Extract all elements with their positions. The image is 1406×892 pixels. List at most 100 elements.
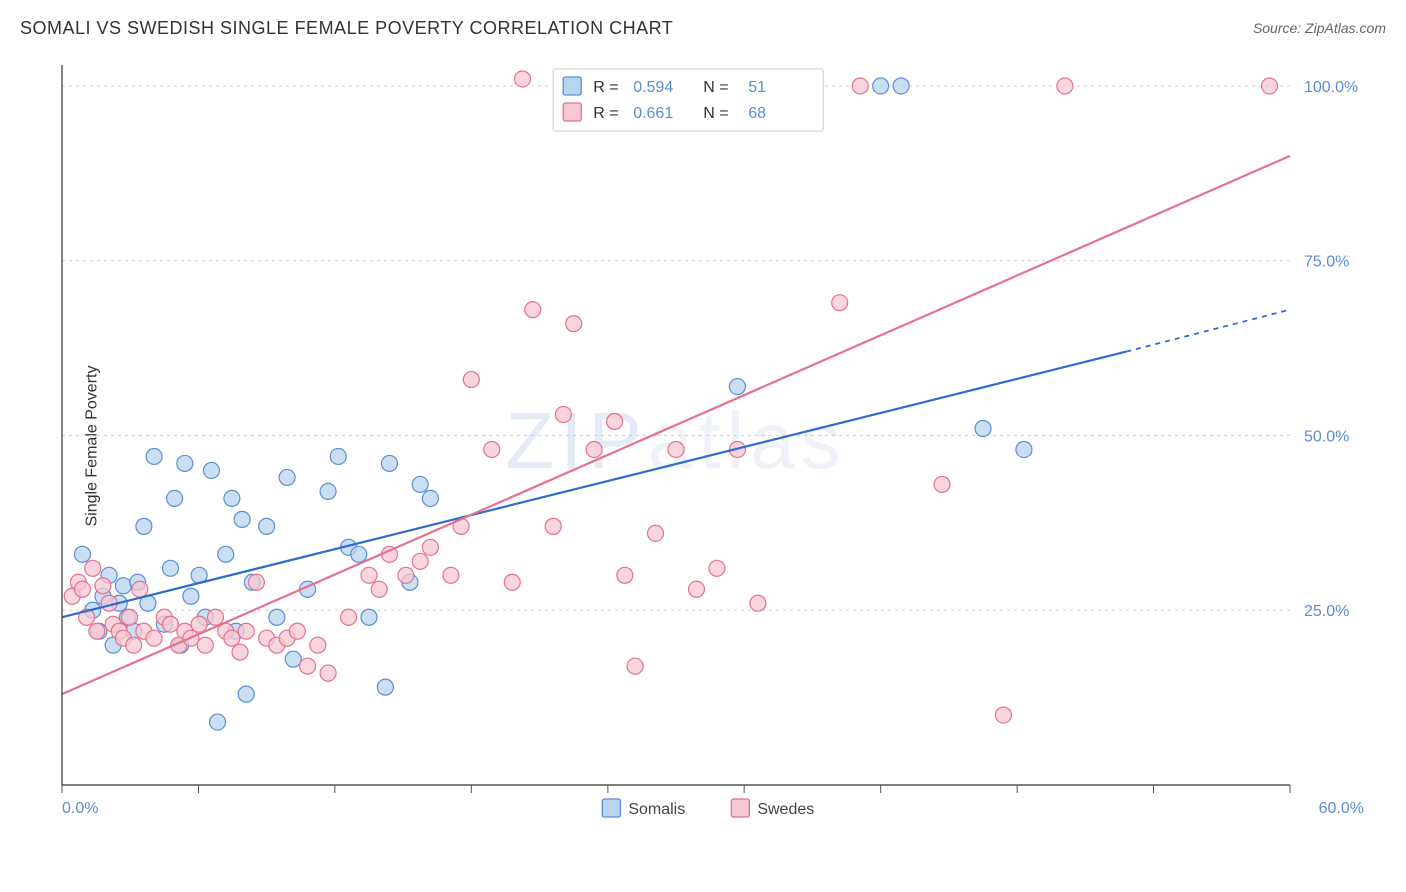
series-swatch	[602, 799, 620, 817]
scatter-point	[361, 609, 377, 625]
legend-n-label: N =	[703, 79, 728, 96]
scatter-point	[555, 407, 571, 423]
source-attribution: Source: ZipAtlas.com	[1253, 20, 1386, 36]
y-tick-label: 50.0%	[1304, 428, 1349, 445]
scatter-point	[234, 511, 250, 527]
scatter-point	[146, 448, 162, 464]
y-tick-label: 25.0%	[1304, 603, 1349, 620]
scatter-point	[232, 644, 248, 660]
scatter-point	[218, 546, 234, 562]
scatter-point	[289, 623, 305, 639]
trend-line	[62, 352, 1126, 618]
scatter-point	[85, 560, 101, 576]
series-label: Somalis	[628, 801, 685, 818]
scatter-point	[320, 665, 336, 681]
scatter-point	[310, 637, 326, 653]
trend-line	[62, 156, 1290, 694]
scatter-point	[320, 483, 336, 499]
scatter-point	[126, 637, 142, 653]
scatter-point	[89, 623, 105, 639]
scatter-point	[1057, 78, 1073, 94]
scatter-point	[167, 490, 183, 506]
scatter-point	[412, 476, 428, 492]
legend-n-value: 51	[748, 79, 766, 96]
scatter-point	[412, 553, 428, 569]
scatter-point	[351, 546, 367, 562]
scatter-point	[285, 651, 301, 667]
scatter-point	[132, 581, 148, 597]
scatter-point	[162, 616, 178, 632]
y-tick-label: 75.0%	[1304, 254, 1349, 271]
scatter-point	[224, 630, 240, 646]
scatter-point	[398, 567, 414, 583]
scatter-point	[377, 679, 393, 695]
scatter-point	[191, 616, 207, 632]
x-tick-label: 60.0%	[1319, 800, 1364, 817]
scatter-point	[545, 518, 561, 534]
scatter-point	[381, 455, 397, 471]
scatter-point	[74, 546, 90, 562]
chart-title: SOMALI VS SWEDISH SINGLE FEMALE POVERTY …	[20, 18, 673, 38]
scatter-chart: 25.0%50.0%75.0%100.0%ZIPatlas0.0%60.0%R …	[50, 55, 1370, 825]
legend-r-value: 0.661	[633, 105, 673, 122]
scatter-point	[1016, 441, 1032, 457]
scatter-point	[463, 372, 479, 388]
scatter-point	[709, 560, 725, 576]
scatter-point	[873, 78, 889, 94]
scatter-point	[361, 567, 377, 583]
series-swatch	[731, 799, 749, 817]
scatter-point	[484, 441, 500, 457]
scatter-point	[177, 455, 193, 471]
scatter-point	[975, 420, 991, 436]
scatter-point	[238, 686, 254, 702]
y-tick-label: 100.0%	[1304, 79, 1358, 96]
scatter-point	[750, 595, 766, 611]
scatter-point	[422, 490, 438, 506]
series-label: Swedes	[757, 801, 814, 818]
scatter-point	[203, 462, 219, 478]
x-tick-label: 0.0%	[62, 800, 98, 817]
scatter-point	[197, 637, 213, 653]
legend-r-label: R =	[593, 79, 618, 96]
legend-r-value: 0.594	[633, 79, 673, 96]
scatter-point	[729, 379, 745, 395]
scatter-point	[515, 71, 531, 87]
scatter-point	[95, 578, 111, 594]
scatter-point	[136, 518, 152, 534]
legend-swatch	[563, 77, 581, 95]
scatter-point	[210, 714, 226, 730]
scatter-point	[934, 476, 950, 492]
scatter-point	[893, 78, 909, 94]
scatter-point	[586, 441, 602, 457]
scatter-point	[74, 581, 90, 597]
scatter-point	[248, 574, 264, 590]
scatter-point	[566, 316, 582, 332]
scatter-point	[238, 623, 254, 639]
scatter-point	[279, 469, 295, 485]
scatter-point	[852, 78, 868, 94]
scatter-point	[300, 658, 316, 674]
scatter-point	[208, 609, 224, 625]
scatter-point	[627, 658, 643, 674]
scatter-point	[504, 574, 520, 590]
scatter-point	[162, 560, 178, 576]
scatter-point	[122, 609, 138, 625]
legend-n-label: N =	[703, 105, 728, 122]
trend-line-extrapolated	[1126, 310, 1290, 352]
scatter-point	[688, 581, 704, 597]
legend-r-label: R =	[593, 105, 618, 122]
scatter-point	[146, 630, 162, 646]
scatter-point	[115, 578, 131, 594]
scatter-point	[269, 609, 285, 625]
scatter-point	[422, 539, 438, 555]
scatter-point	[341, 609, 357, 625]
scatter-point	[668, 441, 684, 457]
scatter-point	[1262, 78, 1278, 94]
scatter-point	[443, 567, 459, 583]
scatter-point	[995, 707, 1011, 723]
scatter-point	[607, 414, 623, 430]
scatter-point	[371, 581, 387, 597]
legend-n-value: 68	[748, 105, 766, 122]
scatter-point	[832, 295, 848, 311]
scatter-point	[183, 588, 199, 604]
